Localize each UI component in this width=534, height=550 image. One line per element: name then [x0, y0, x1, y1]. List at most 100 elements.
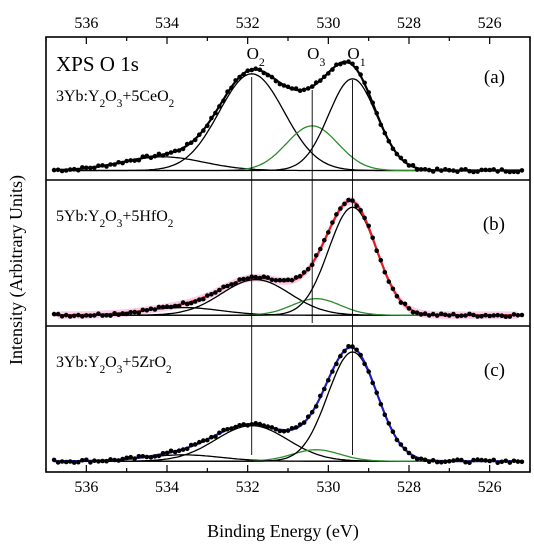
data-point-c [495, 460, 501, 466]
data-point-b [313, 253, 319, 258]
data-point-c [92, 458, 97, 464]
data-point-c [439, 460, 444, 465]
data-point-a [201, 128, 206, 133]
data-point-b [358, 208, 363, 213]
data-point-a [176, 148, 182, 153]
data-point-c [386, 421, 392, 426]
data-point-c [120, 456, 125, 462]
data-point-a [249, 67, 254, 73]
data-point-a [100, 163, 105, 168]
data-point-b [281, 278, 287, 283]
data-point-a [402, 159, 408, 164]
data-point-c [205, 437, 210, 443]
data-point-c [390, 429, 396, 435]
data-point-a [261, 70, 267, 76]
data-point-a [386, 138, 392, 144]
data-point-c [245, 423, 250, 428]
data-point-b [443, 312, 448, 318]
data-point-c [451, 458, 456, 463]
data-point-c [491, 457, 497, 463]
data-point-b [342, 201, 347, 207]
data-point-b [269, 277, 275, 283]
data-point-a [253, 66, 258, 71]
data-point-b [160, 304, 166, 310]
data-point-b [334, 212, 339, 217]
data-point-c [434, 459, 440, 465]
data-point-b [305, 266, 311, 272]
data-point-b [322, 238, 327, 243]
data-point-b [100, 313, 105, 318]
data-point-c [322, 386, 327, 392]
data-point-b [503, 314, 509, 320]
data-point-c [140, 454, 146, 459]
data-point-c [398, 442, 404, 447]
data-point-b [241, 276, 246, 282]
x-tick-label-bottom: 528 [397, 479, 421, 496]
data-point-b [511, 312, 517, 317]
data-point-c [265, 424, 271, 429]
data-point-c [309, 409, 315, 415]
data-point-a [463, 167, 468, 172]
data-point-a [479, 167, 484, 173]
data-point-b [63, 312, 69, 318]
data-point-b [285, 277, 291, 283]
x-tick-label-bottom: 536 [74, 479, 98, 496]
data-point-a [237, 74, 242, 80]
data-point-b [80, 314, 85, 319]
panel-title: XPS O 1s [56, 52, 139, 76]
data-point-a [507, 169, 513, 175]
peak-label-O3: O3 [307, 44, 325, 69]
data-point-b [479, 314, 484, 319]
data-point-a [197, 132, 202, 137]
data-point-a [322, 74, 327, 80]
data-point-c [108, 457, 113, 462]
data-point-c [487, 458, 493, 464]
data-point-c [132, 456, 137, 461]
data-point-c [499, 459, 505, 465]
data-point-c [515, 459, 521, 464]
data-point-a [132, 158, 137, 163]
data-point-a [164, 151, 170, 157]
data-point-b [362, 215, 367, 221]
data-point-b [273, 278, 279, 283]
data-point-b [176, 303, 182, 309]
data-point-c [136, 454, 142, 459]
x-axis-ticks [45, 37, 531, 472]
data-point-a [245, 68, 250, 73]
peak-label-O1: O1 [347, 44, 365, 69]
data-point-c [342, 348, 347, 354]
data-point-b [499, 313, 505, 319]
data-point-b [390, 286, 396, 292]
data-point-c [67, 459, 73, 464]
data-point-a [144, 153, 150, 159]
data-point-c [471, 457, 476, 463]
data-point-b [156, 304, 162, 310]
data-point-c [301, 420, 307, 425]
x-tick-label-top: 534 [155, 15, 179, 32]
data-point-c [128, 454, 133, 460]
data-point-b [221, 284, 226, 290]
data-point-c [297, 422, 303, 427]
data-point-c [225, 427, 230, 432]
data-point-c [382, 412, 388, 418]
data-point-a [71, 166, 77, 172]
data-point-c [430, 458, 436, 463]
data-point-c [503, 458, 509, 464]
data-point-a [63, 168, 69, 173]
data-point-b [59, 314, 65, 319]
data-point-c [507, 460, 513, 465]
x-tick-label-top: 528 [397, 15, 421, 32]
data-point-a [471, 169, 476, 175]
data-point-c [366, 369, 372, 374]
data-point-c [184, 446, 190, 452]
x-tick-label-top: 530 [316, 15, 340, 32]
data-point-b [467, 311, 472, 317]
sample-label-c: 3Yb:Y2O3+5ZrO2 [56, 354, 172, 376]
data-point-b [197, 297, 202, 303]
data-point-c [459, 457, 464, 463]
data-point-b [257, 275, 263, 281]
data-point-a [277, 81, 283, 87]
data-point-b [237, 277, 242, 282]
data-point-b [495, 312, 501, 318]
data-point-a [326, 71, 331, 76]
